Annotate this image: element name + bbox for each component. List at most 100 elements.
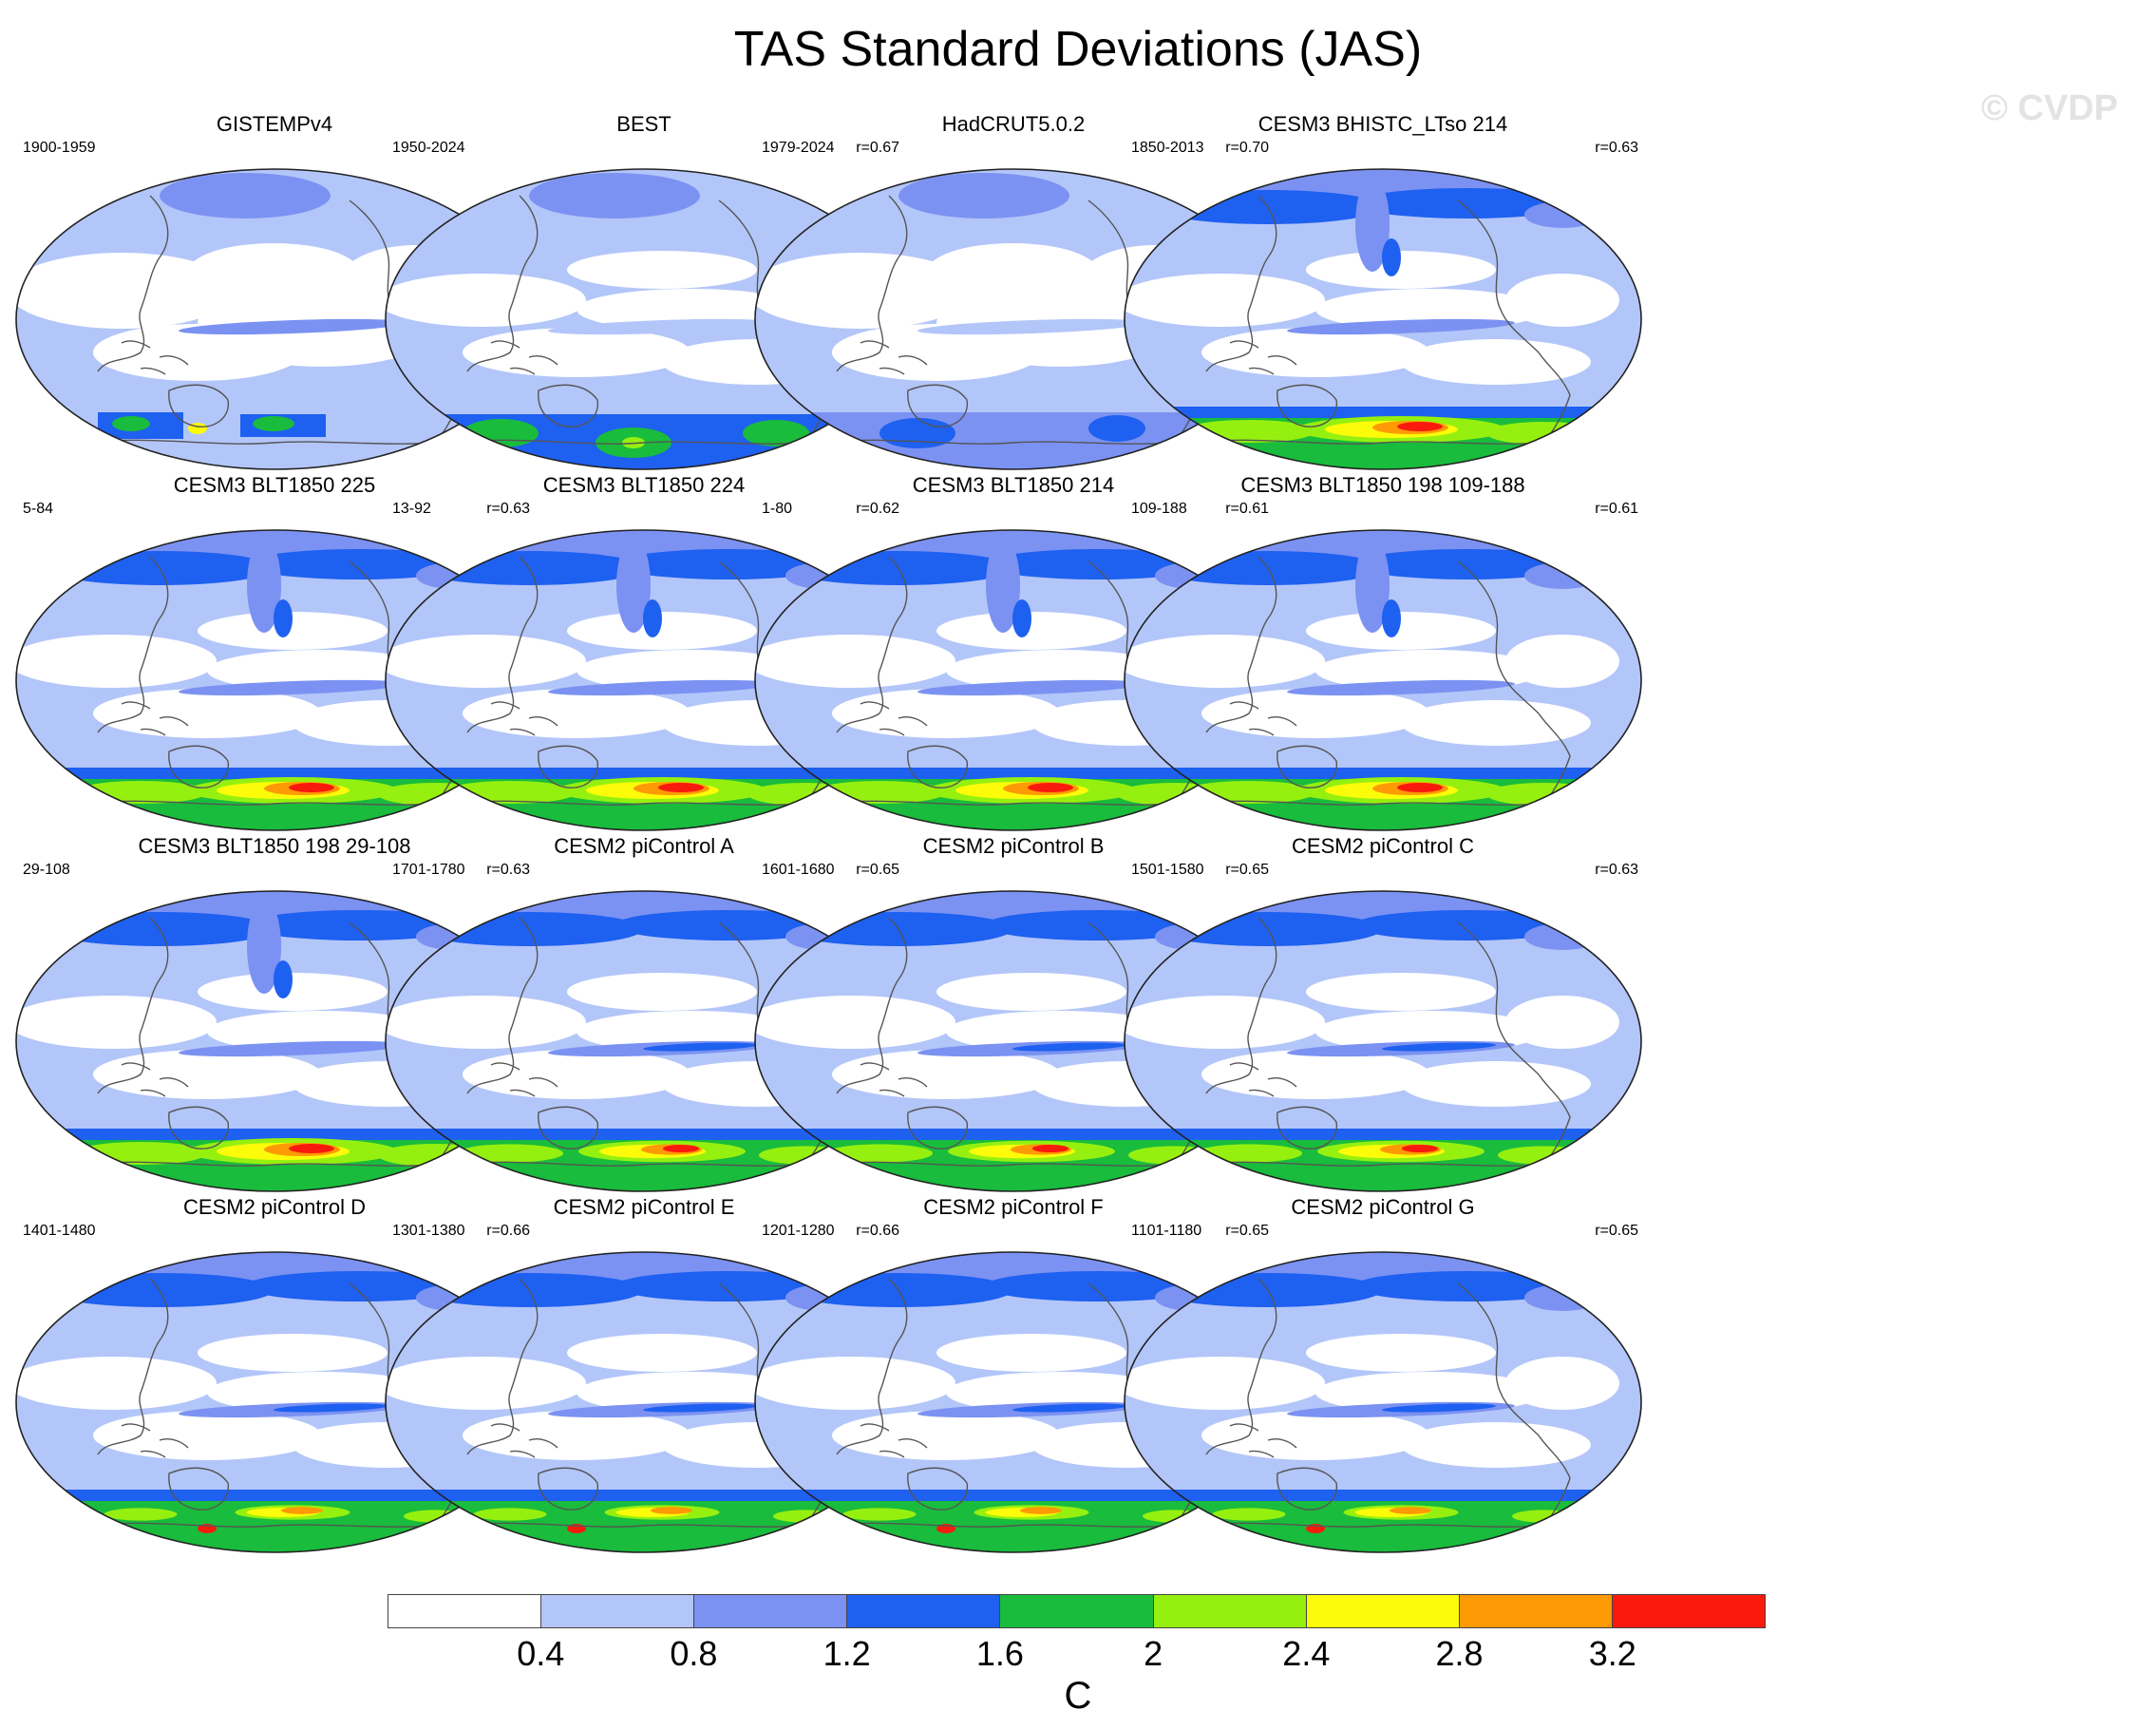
panel-title: HadCRUT5.0.2 [941, 112, 1086, 136]
panel-title: CESM3 BLT1850 198 29-108 [138, 834, 411, 858]
panel-period: 1950-2024 [392, 140, 465, 156]
equatorial-pacific-variability [917, 318, 1145, 335]
colorbar-tick-label: 1.6 [975, 1634, 1024, 1673]
coastline-path [452, 1161, 834, 1167]
panel-period: 1900-1959 [23, 140, 96, 156]
panel-title: CESM3 BLT1850 198 109-188 [1240, 473, 1525, 497]
map-boundary [1124, 890, 1642, 1192]
north-pacific-variability [1355, 538, 1390, 633]
coastline-path [1191, 439, 1573, 445]
antarctic-variability-3.2 [1390, 1507, 1431, 1514]
panel-correlation: r=0.61 [1225, 501, 1269, 517]
coastline-path [1457, 1282, 1540, 1436]
low-variability-region [1201, 328, 1429, 377]
panel-correlation: r=0.65 [856, 862, 899, 878]
arctic-high-variability [245, 910, 473, 940]
panel-correlation: r=0.63 [1595, 862, 1638, 878]
coastline-path [168, 745, 230, 788]
colorbar-swatch [388, 1594, 542, 1628]
north-pacific-high-variability [274, 599, 293, 637]
low-variability-region [1306, 1334, 1496, 1372]
coastline-path [822, 1522, 1203, 1528]
panel-correlation: r=0.67 [856, 140, 899, 156]
coastline-path [1277, 1106, 1338, 1150]
arctic-high-variability [984, 549, 1212, 580]
world-map [1124, 168, 1642, 470]
equatorial-pacific-variability [917, 679, 1145, 696]
panel-correlation: r=0.63 [486, 501, 530, 517]
arctic-variability [1524, 562, 1600, 589]
coastline-path [1191, 800, 1573, 806]
coastline-path [1229, 1062, 1297, 1097]
colorbar-tick-label: 2 [1144, 1634, 1163, 1673]
colorbar-swatch [1152, 1594, 1307, 1628]
panel-title: CESM3 BLT1850 224 [542, 473, 746, 497]
low-variability-region [386, 274, 586, 327]
panel-period: 1601-1680 [762, 862, 835, 878]
panel-title: CESM2 piControl A [554, 834, 734, 858]
low-variability-region [1505, 274, 1619, 327]
coastline-path [860, 1062, 928, 1097]
coastline-path [168, 384, 230, 428]
coastline-path [822, 800, 1203, 806]
coastline-path [538, 384, 599, 428]
coastline-path [538, 1467, 599, 1510]
equatorial-pacific-high-variability [274, 1403, 388, 1413]
antarctic-variability-2.4 [1196, 1144, 1302, 1163]
equatorial-pacific-high-variability [1382, 1042, 1496, 1052]
colorbar-tick-label: 0.8 [670, 1634, 718, 1673]
coastline-path [907, 745, 969, 788]
low-variability-region [832, 1411, 1060, 1460]
panel-title: CESM2 piControl D [183, 1195, 366, 1219]
world-map [1124, 1251, 1642, 1553]
coastline-path [121, 1423, 189, 1458]
map-panel: CESM3 BLT1850 198 109-188 109-188 r=0.61 [1116, 473, 1650, 836]
low-variability-region [1201, 1411, 1429, 1460]
colorbar-tick-label: 3.2 [1588, 1634, 1636, 1673]
colorbar-tick-label: 2.4 [1282, 1634, 1331, 1673]
low-variability-region [93, 324, 302, 381]
arctic-high-variability [615, 1271, 842, 1302]
arctic-high-variability [984, 910, 1212, 940]
coastline-path [1277, 1467, 1338, 1510]
colorbar-tick-label: 1.2 [823, 1634, 871, 1673]
low-variability-region [1505, 1357, 1619, 1410]
panel-period: 1-80 [762, 501, 793, 517]
coastline-path [836, 917, 908, 1094]
low-variability-region [1401, 700, 1591, 746]
coastline-path [83, 1522, 464, 1528]
figure-title: TAS Standard Deviations (JAS) [733, 22, 1423, 77]
low-variability-region [93, 1050, 321, 1099]
arctic-high-variability [984, 1271, 1212, 1302]
low-variability-region [463, 1050, 690, 1099]
panel-correlation: r=0.65 [1595, 1223, 1638, 1239]
antarctic-variability-2.4 [104, 1508, 178, 1521]
low-variability-region [1201, 689, 1429, 738]
contour-fill-layer [1125, 169, 1641, 469]
low-variability-region [567, 612, 757, 650]
coastline-path [1205, 917, 1277, 1094]
arctic-high-variability [1353, 549, 1581, 580]
colorbar-legend: 0.4 0.8 1.2 1.6 2 2.4 2.8 3.2 C [0, 1586, 2156, 1729]
low-variability-region [198, 612, 388, 650]
panel-title: CESM3 BLT1850 214 [912, 473, 1115, 497]
low-variability-region [567, 1334, 757, 1372]
colorbar-swatch [846, 1594, 1001, 1628]
contour-fill-layer [1125, 891, 1641, 1191]
panel-title: CESM3 BHISTC_LTso 214 [1258, 112, 1508, 136]
map-boundary [1124, 168, 1642, 470]
colorbar-swatch [999, 1594, 1154, 1628]
panel-title: CESM2 piControl E [553, 1195, 735, 1219]
panel-period: 1201-1280 [762, 1223, 835, 1239]
low-variability-region [198, 973, 388, 1011]
panel-title: CESM2 piControl B [922, 834, 1105, 858]
coastline-path [121, 701, 189, 736]
panel-period: 109-188 [1131, 501, 1187, 517]
panel-title: CESM2 piControl F [923, 1195, 1104, 1219]
panel-correlation: r=0.66 [486, 1223, 530, 1239]
coastline-path [1205, 556, 1277, 733]
low-variability-region [1125, 635, 1325, 688]
antarctic-variability-2.4 [457, 1144, 563, 1163]
low-variability-region [93, 689, 321, 738]
coastline-path [538, 1106, 599, 1150]
